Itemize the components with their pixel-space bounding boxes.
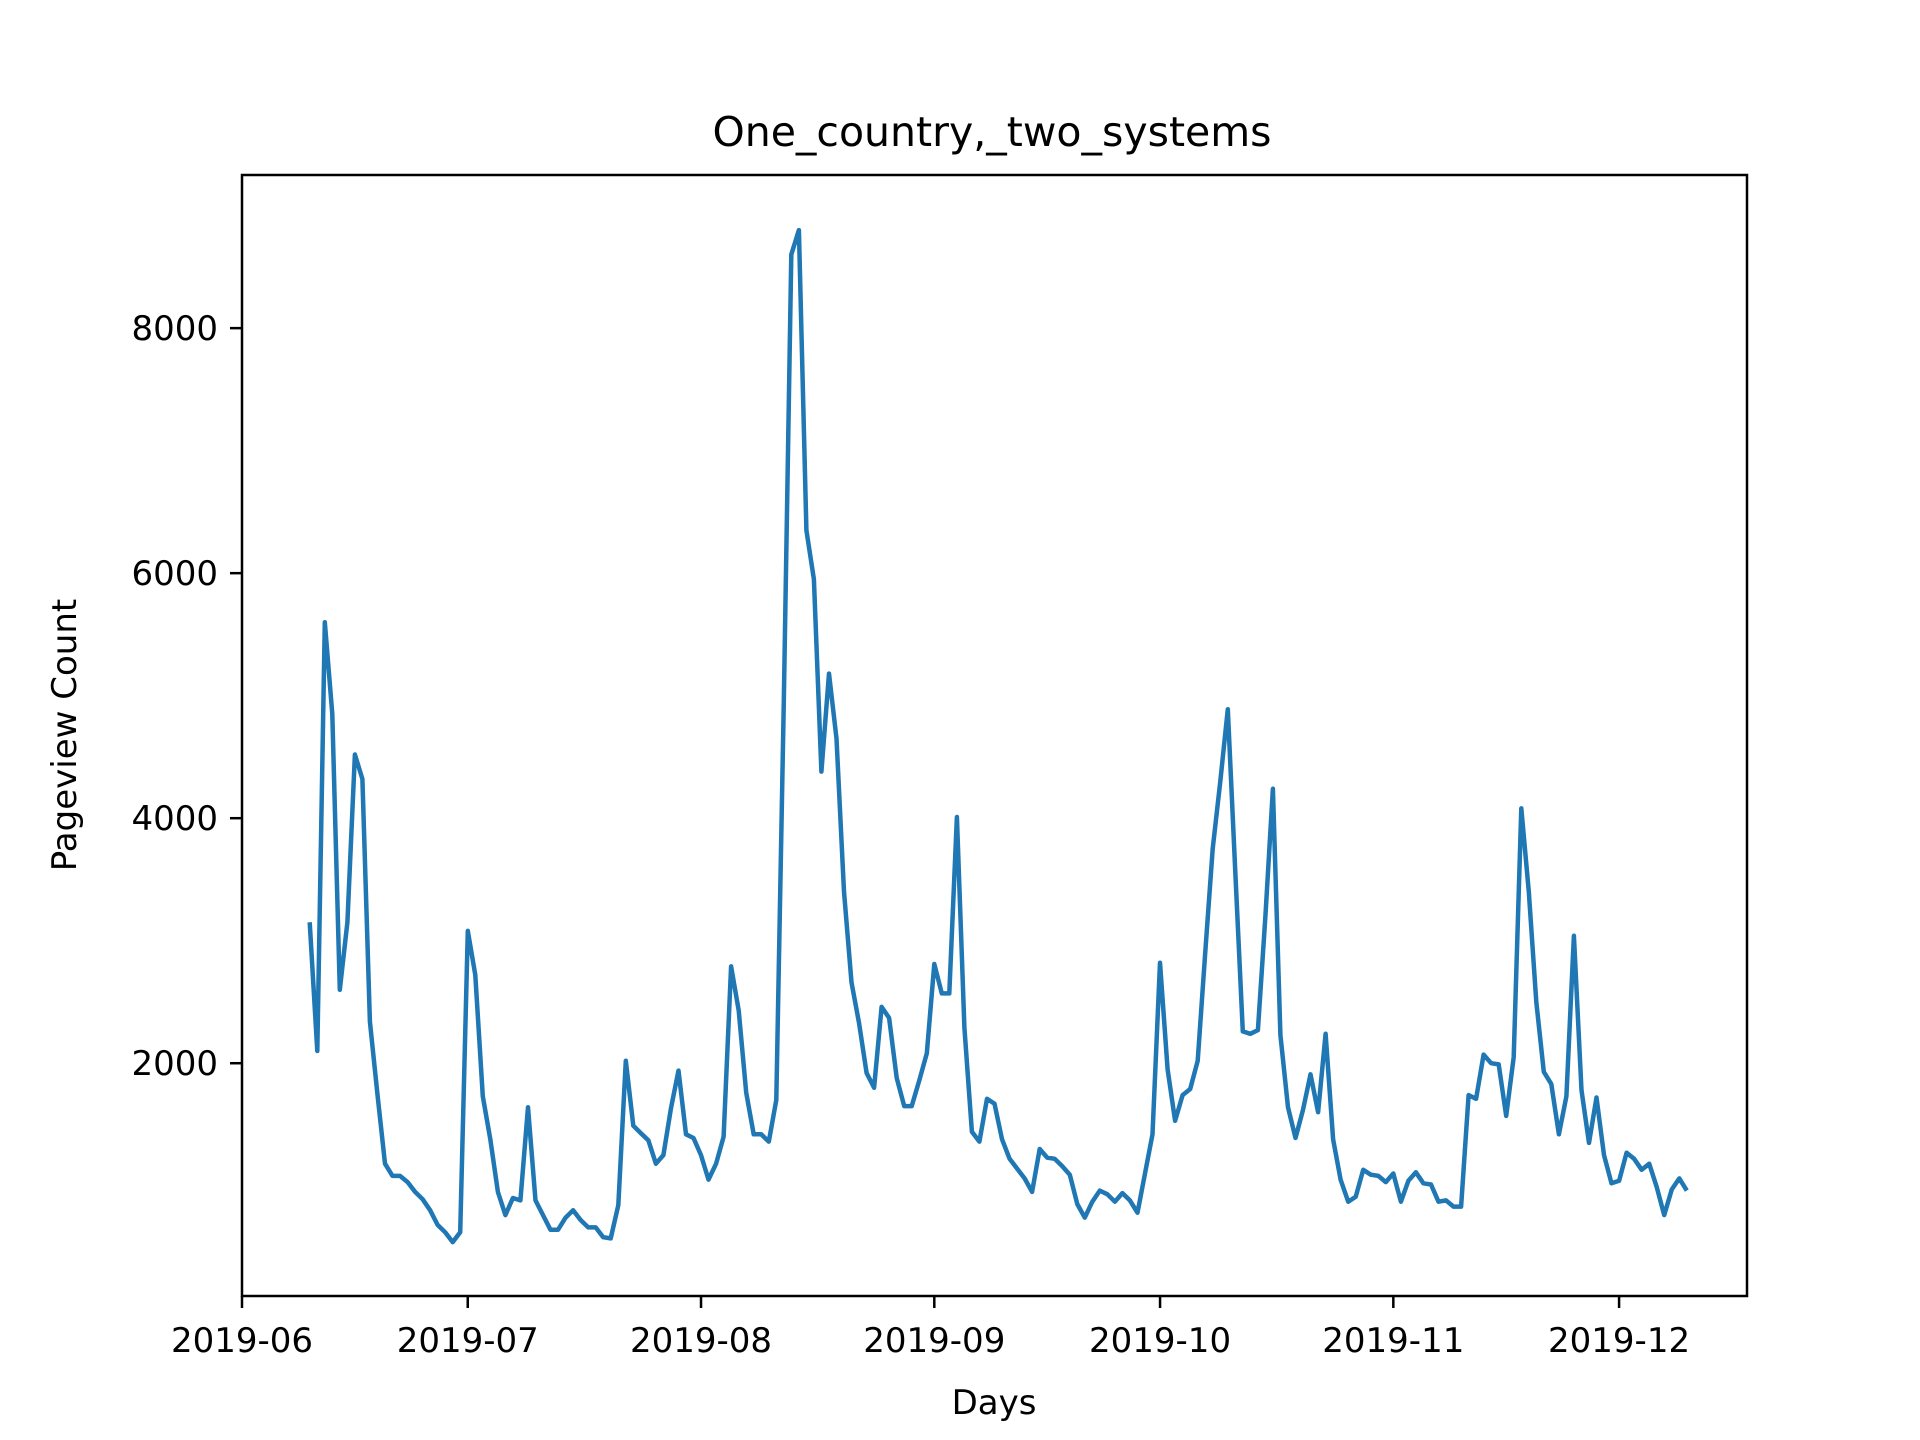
- x-axis: 2019-06 2019-07 2019-08 2019-09 2019-10 2019-…: [171, 1296, 1690, 1361]
- x-tick-label: 2019-08: [630, 1321, 772, 1361]
- y-tick-label: 6000: [131, 554, 218, 594]
- x-tick-label: 2019-07: [397, 1321, 539, 1361]
- y-tick-label: 4000: [131, 799, 218, 839]
- y-axis-label: Pageview Count: [45, 599, 85, 871]
- x-tick-label: 2019-11: [1322, 1321, 1464, 1361]
- y-tick-label: 2000: [131, 1044, 218, 1084]
- series-layer: [307, 227, 1689, 1245]
- x-tick-label: 2019-06: [171, 1321, 313, 1361]
- y-tick-label: 8000: [131, 309, 218, 349]
- x-axis-label: Days: [952, 1383, 1037, 1423]
- x-tick-label: 2019-09: [863, 1321, 1005, 1361]
- plot-frame: [240, 173, 1749, 1298]
- series-line-0: [307, 227, 1689, 1245]
- chart-title: One_country,_two_systems: [712, 108, 1271, 156]
- x-tick-label: 2019-12: [1548, 1321, 1690, 1361]
- y-axis: 2000 4000 6000 8000: [131, 309, 242, 1084]
- x-tick-label: 2019-10: [1089, 1321, 1231, 1361]
